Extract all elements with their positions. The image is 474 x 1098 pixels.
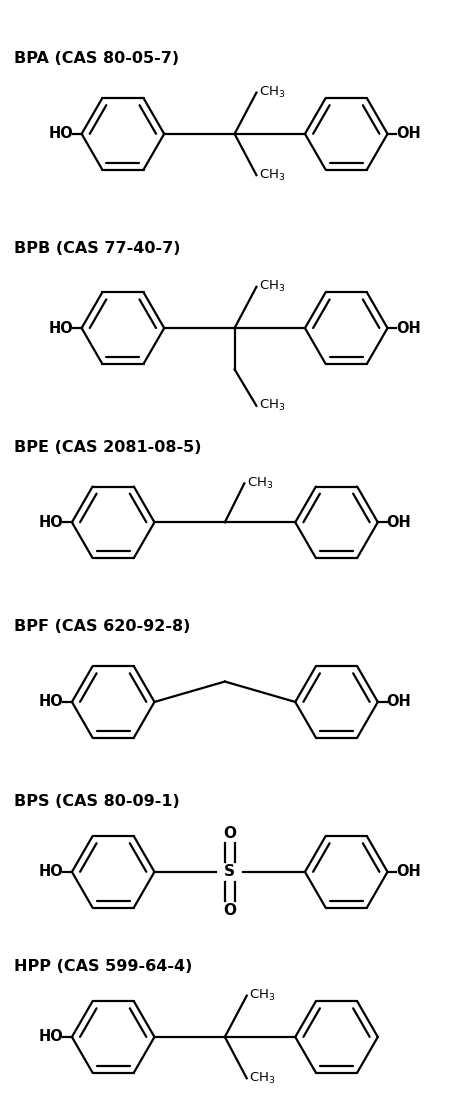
Text: HO: HO: [38, 694, 63, 709]
Text: CH$_3$: CH$_3$: [249, 988, 275, 1004]
Text: CH$_3$: CH$_3$: [259, 399, 285, 413]
Text: BPS (CAS 80-09-1): BPS (CAS 80-09-1): [14, 794, 179, 809]
Text: BPF (CAS 620-92-8): BPF (CAS 620-92-8): [14, 619, 190, 635]
Text: CH$_3$: CH$_3$: [246, 475, 273, 491]
Text: BPE (CAS 2081-08-5): BPE (CAS 2081-08-5): [14, 440, 201, 455]
Text: CH$_3$: CH$_3$: [259, 168, 285, 182]
Text: CH$_3$: CH$_3$: [259, 85, 285, 100]
Text: OH: OH: [396, 126, 421, 142]
Text: HO: HO: [38, 515, 63, 530]
Text: HO: HO: [48, 126, 73, 142]
Text: HO: HO: [38, 864, 63, 879]
Text: HO: HO: [48, 321, 73, 336]
Text: OH: OH: [396, 864, 421, 879]
Text: O: O: [223, 826, 236, 841]
Text: HO: HO: [38, 1030, 63, 1044]
Text: BPB (CAS 77-40-7): BPB (CAS 77-40-7): [14, 240, 180, 256]
Text: S: S: [224, 864, 235, 879]
Text: HPP (CAS 599-64-4): HPP (CAS 599-64-4): [14, 960, 192, 974]
Text: OH: OH: [386, 515, 411, 530]
Text: O: O: [223, 904, 236, 918]
Text: OH: OH: [396, 321, 421, 336]
Text: OH: OH: [386, 694, 411, 709]
Text: CH$_3$: CH$_3$: [259, 279, 285, 294]
Text: CH$_3$: CH$_3$: [249, 1071, 275, 1086]
Text: BPA (CAS 80-05-7): BPA (CAS 80-05-7): [14, 52, 179, 66]
